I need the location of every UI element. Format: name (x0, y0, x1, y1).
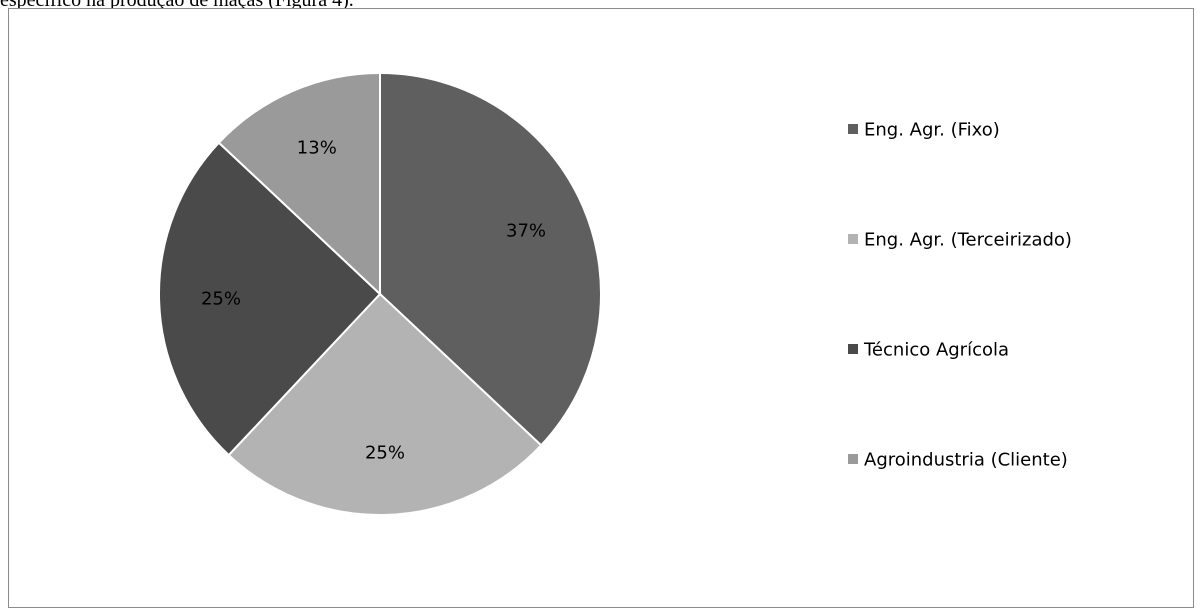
pie-slice-1 (227, 292, 543, 516)
data-label-0: 37% (506, 220, 546, 241)
legend-label-2: Técnico Agrícola (863, 340, 1009, 361)
data-label-2: 25% (201, 288, 241, 309)
legend-label-3: Agroindustria (Cliente) (864, 450, 1068, 471)
pie-data-labels: 37% 25% 25% 13% (201, 137, 546, 463)
pie-slices (158, 71, 602, 516)
data-label-3: 13% (297, 137, 337, 158)
legend-label-1: Eng. Agr. (Terceirizado) (864, 230, 1072, 251)
legend-swatch-1 (848, 234, 858, 244)
intro-text: específico na produção de maçãs (Figura … (0, 0, 354, 11)
legend: Eng. Agr. (Fixo) Eng. Agr. (Terceirizado)… (848, 120, 1072, 471)
data-label-1: 25% (365, 443, 405, 464)
pie-slice-2 (158, 141, 382, 457)
pie-slice-3 (217, 71, 381, 297)
legend-swatch-0 (848, 124, 858, 134)
legend-swatch-3 (848, 454, 858, 464)
legend-swatch-2 (848, 344, 858, 354)
pie-slice-0 (379, 71, 602, 447)
legend-label-0: Eng. Agr. (Fixo) (864, 120, 1000, 141)
